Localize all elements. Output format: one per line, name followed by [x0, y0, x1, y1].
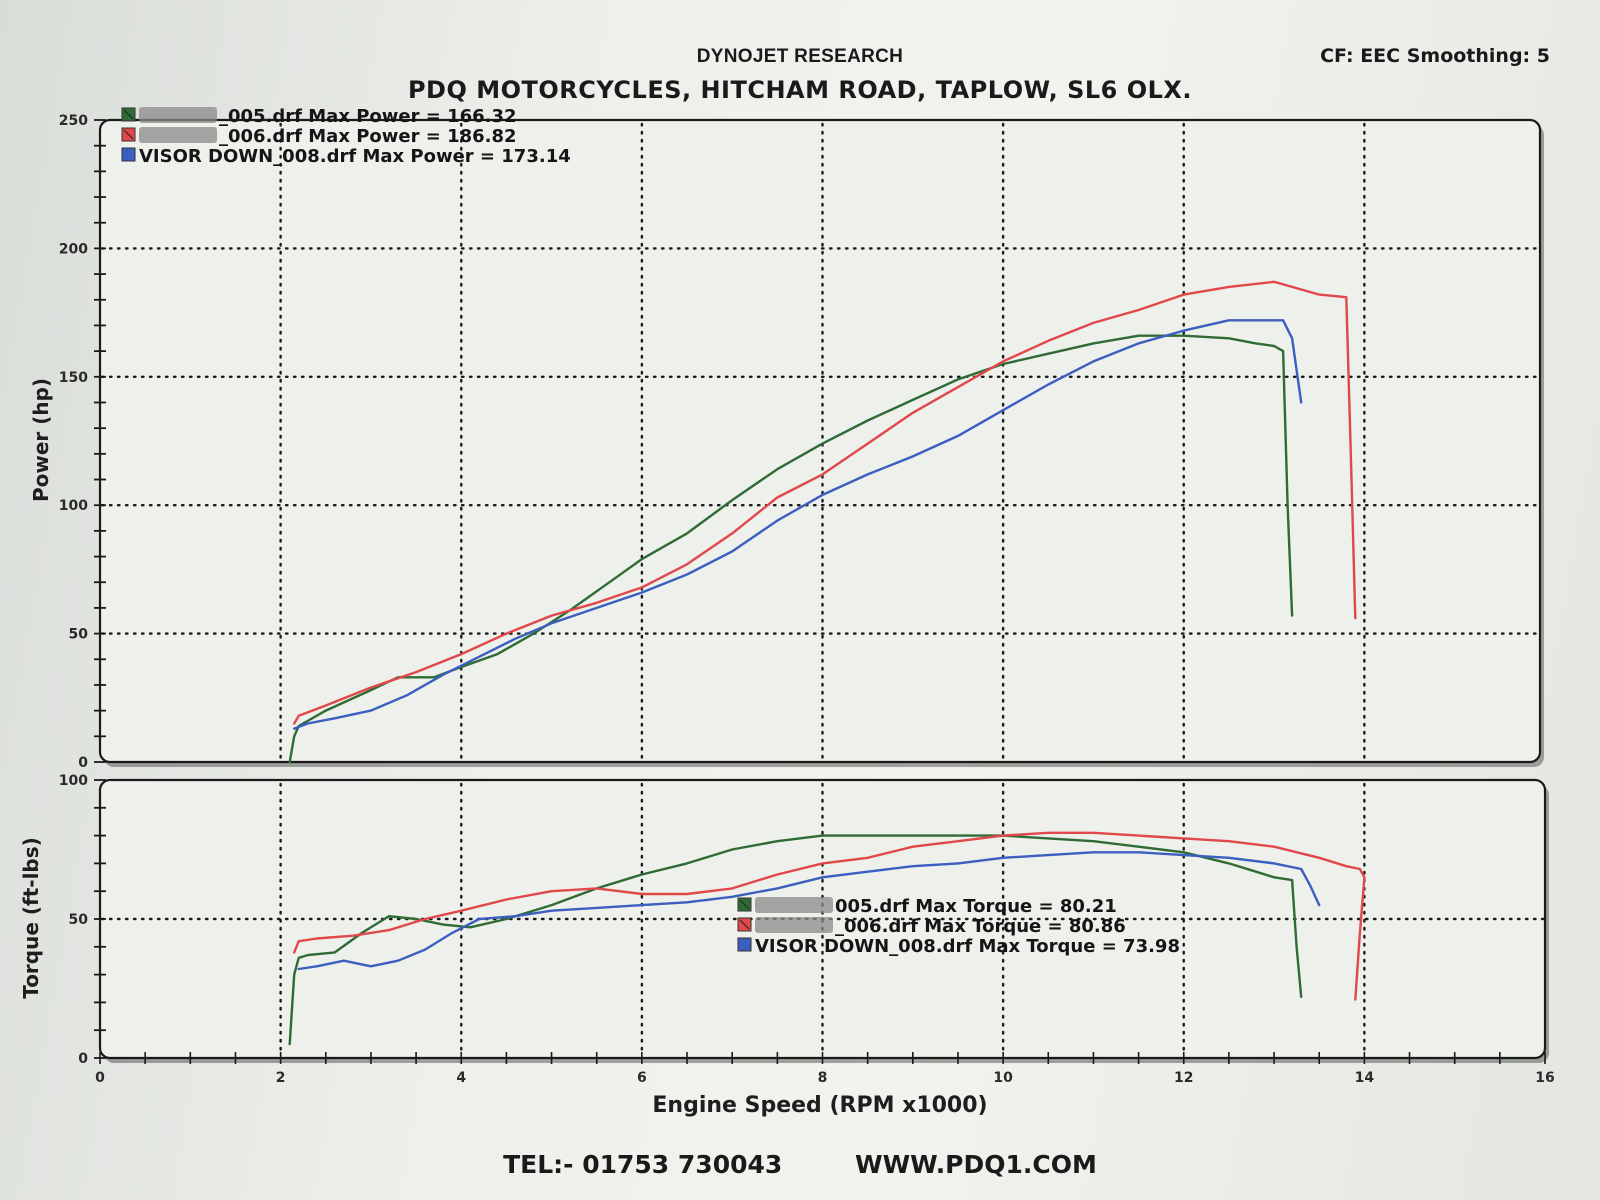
legend-label: VISOR DOWN_008.drf Max Torque = 73.98 [755, 936, 1180, 957]
legend-swatch-slash [123, 109, 134, 120]
legend-swatch-slash [123, 129, 134, 140]
y-tick-label: 50 [69, 627, 89, 643]
legend-label: _006.drf Max Power = 186.82 [219, 126, 517, 147]
plot-frame [98, 118, 1542, 764]
legend-swatch-slash [739, 919, 750, 930]
series-line-3 [297, 851, 1321, 971]
x-tick-label: 2 [276, 1070, 286, 1086]
redacted-name [139, 127, 217, 143]
series-line-3 [293, 319, 1303, 730]
x-tick-label: 12 [1174, 1070, 1193, 1086]
legend: _005.drf Max Power = 166.32_006.drf Max … [121, 106, 571, 167]
x-tick-label: 10 [993, 1070, 1013, 1086]
power-plot: 0 50 100 150 200 250 Power (hp) _005.drf Max Po… [29, 106, 1544, 771]
legend-label: VISOR DOWN_008.drf Max Power = 173.14 [139, 146, 571, 167]
y-tick-label: 0 [78, 1051, 88, 1067]
x-tick-label: 16 [1535, 1070, 1554, 1086]
y-axis-label: Power (hp) [29, 378, 53, 502]
y-tick-label: 0 [78, 755, 88, 771]
x-axis: 0 2 4 6 8 10 12 14 16 Engine Speed (RPM x1000) [95, 1052, 1555, 1118]
legend-swatch [737, 937, 752, 952]
y-axis-label: Torque (ft-lbs) [19, 837, 43, 999]
legend-swatch-slash [739, 899, 750, 910]
y-tick-label: 50 [69, 912, 89, 928]
chart-header-title: DYNOJET RESEARCH [696, 46, 904, 67]
series-line-2 [293, 831, 1366, 1001]
legend-swatch [121, 147, 136, 162]
y-tick-label: 100 [59, 498, 88, 514]
legend: 005.drf Max Torque = 80.21_006.drf Max T… [737, 896, 1180, 957]
series-line-1 [288, 834, 1303, 1046]
legend-label: _005.drf Max Power = 166.32 [219, 106, 517, 127]
redacted-name [755, 917, 833, 933]
x-tick-label: 0 [95, 1070, 105, 1086]
redacted-name [755, 897, 833, 913]
x-axis-label: Engine Speed (RPM x1000) [652, 1093, 987, 1118]
torque-plot: 0 50 100 Torque (ft-lbs) 005.drf Max Torque … [19, 773, 1549, 1067]
legend-label: 005.drf Max Torque = 80.21 [835, 896, 1117, 917]
x-tick-label: 4 [456, 1070, 466, 1086]
footer-phone: TEL:- 01753 730043 [503, 1150, 783, 1179]
footer: TEL:- 01753 730043 WWW.PDQ1.COM [0, 1150, 1600, 1179]
correction-smoothing-info: CF: EEC Smoothing: 5 [1320, 45, 1550, 67]
x-tick-label: 8 [818, 1070, 828, 1086]
x-tick-label: 6 [637, 1070, 647, 1086]
footer-website: WWW.PDQ1.COM [855, 1150, 1097, 1179]
y-tick-label: 200 [59, 241, 88, 257]
legend-label: _006.drf Max Torque = 80.86 [835, 916, 1126, 937]
chart-header-subtitle: PDQ MOTORCYCLES, HITCHAM ROAD, TAPLOW, S… [407, 76, 1193, 104]
redacted-name [139, 107, 217, 123]
series-line-2 [293, 280, 1357, 725]
y-tick-label: 250 [59, 113, 88, 129]
x-tick-label: 14 [1355, 1070, 1375, 1086]
y-tick-label: 150 [59, 370, 88, 386]
y-tick-label: 100 [59, 773, 88, 789]
